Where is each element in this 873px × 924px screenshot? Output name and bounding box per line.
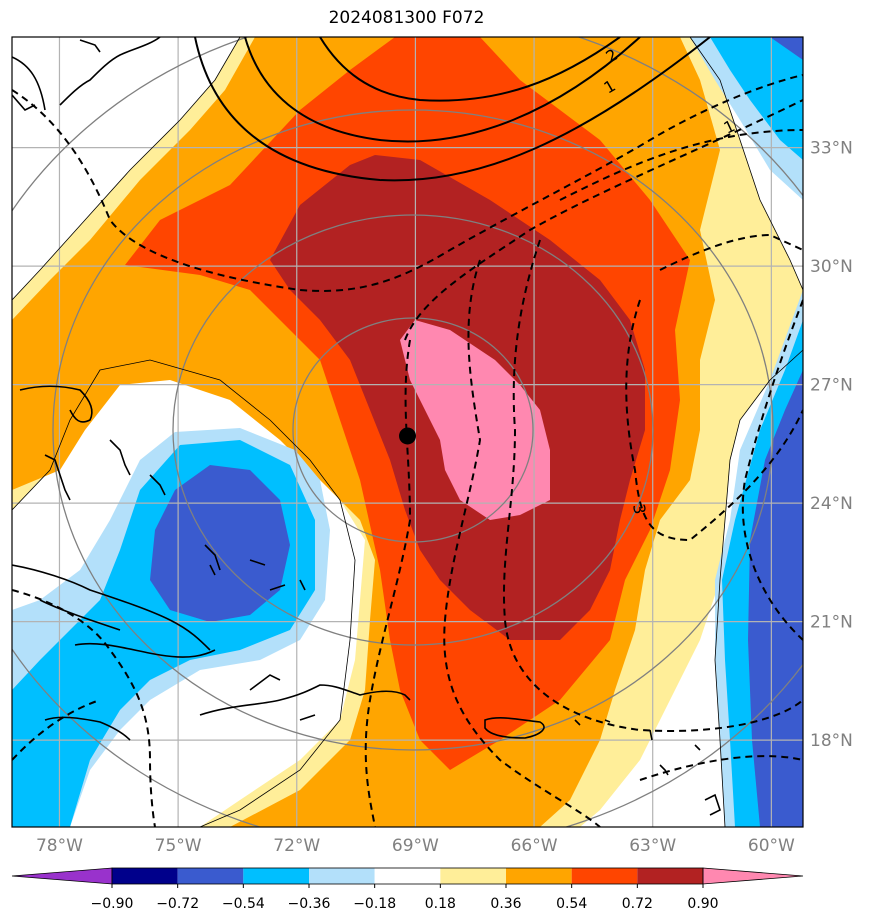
- latitude-tick-labels: 33°N 30°N 27°N 24°N 21°N 18°N: [810, 139, 853, 751]
- lon-tick-label: 78°W: [36, 836, 83, 856]
- colorbar-tick-label: 0.72: [622, 896, 653, 912]
- colorbar-segment: [309, 868, 375, 884]
- contour-label-3: 3: [629, 502, 649, 515]
- shade-neg-0.54-level: [150, 465, 290, 622]
- chart-title: 2024081300 F072: [328, 8, 485, 28]
- shade-neg-0.54-southeast: [748, 370, 803, 827]
- colorbar-tick-label: 0.36: [490, 896, 521, 912]
- lon-tick-label: 66°W: [511, 836, 558, 856]
- colorbar-tick-label: −0.72: [156, 896, 199, 912]
- lat-tick-label: 24°N: [810, 494, 853, 514]
- dashed-contours: [12, 74, 803, 827]
- colorbar-tick-label: −0.90: [91, 896, 134, 912]
- colorbar-segment: [112, 868, 178, 884]
- lat-tick-label: 21°N: [810, 613, 853, 633]
- colorbar-segment: [177, 868, 244, 884]
- colorbar-extend-max: [702, 867, 804, 885]
- lon-tick-label: 72°W: [273, 836, 320, 856]
- colorbar-segment: [571, 868, 638, 884]
- lat-tick-label: 33°N: [810, 139, 853, 159]
- colorbar-segment: [374, 868, 441, 884]
- shade-neg-0.54-east: [770, 37, 803, 60]
- map-area: 2 1 1 3: [12, 37, 803, 827]
- lat-tick-label: 18°N: [810, 731, 853, 751]
- colorbar-tick-label: 0.54: [556, 896, 587, 912]
- lat-tick-label: 27°N: [810, 376, 853, 396]
- colorbar-labels: −0.90 −0.72 −0.54 −0.36 −0.18 0.18 0.36 0.54 0.7…: [91, 884, 719, 912]
- range-rings: [12, 37, 803, 827]
- lon-tick-label: 75°W: [155, 836, 202, 856]
- colorbar-tick-label: −0.18: [353, 896, 396, 912]
- zero-contours: [12, 37, 803, 827]
- colorbar-tick-label: 0.18: [425, 896, 456, 912]
- colorbar-tick-label: −0.54: [222, 896, 265, 912]
- colorbar-segment: [243, 868, 309, 884]
- colorbar-tick-label: −0.36: [288, 896, 331, 912]
- colorbar-tick-label: 0.90: [687, 896, 718, 912]
- coastlines: [12, 37, 721, 816]
- colorbar-extend-min: [11, 867, 113, 885]
- colorbar-segment: [440, 868, 506, 884]
- shade-0.90-level: [400, 320, 550, 520]
- colorbar-frame: [111, 867, 704, 885]
- colorbar-segment: [506, 868, 572, 884]
- solid-contours: [194, 37, 711, 182]
- colorbar-segment: [637, 868, 703, 884]
- lon-tick-label: 63°W: [629, 836, 676, 856]
- map-frame: [11, 36, 804, 828]
- lat-tick-label: 30°N: [810, 257, 853, 277]
- shade-neg-0.36-east: [710, 37, 803, 160]
- longitude-tick-labels: 78°W 75°W 72°W 69°W 66°W 63°W 60°W: [36, 836, 795, 856]
- colorbar: [11, 867, 804, 885]
- lon-tick-label: 69°W: [392, 836, 439, 856]
- storm-center-marker: [399, 427, 416, 445]
- lon-tick-label: 60°W: [748, 836, 795, 856]
